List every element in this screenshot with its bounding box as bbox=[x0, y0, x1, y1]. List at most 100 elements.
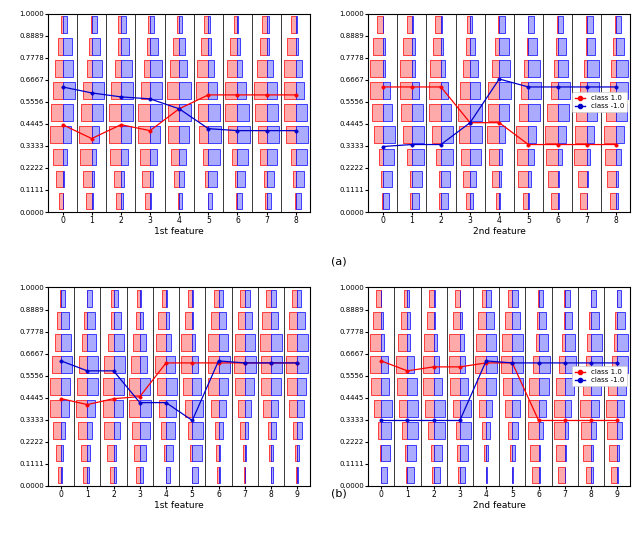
X-axis label: 2nd feature: 2nd feature bbox=[473, 501, 525, 510]
Bar bbox=[616, 193, 618, 210]
Bar bbox=[371, 60, 383, 77]
Bar bbox=[268, 422, 271, 439]
Bar bbox=[616, 16, 621, 33]
Bar bbox=[150, 193, 151, 210]
Bar bbox=[379, 148, 383, 165]
Bar bbox=[521, 82, 529, 99]
Bar bbox=[565, 422, 568, 439]
X-axis label: 2nd feature: 2nd feature bbox=[473, 227, 525, 235]
Bar bbox=[611, 467, 618, 483]
Bar bbox=[424, 334, 434, 351]
Bar bbox=[267, 193, 271, 210]
Bar bbox=[192, 401, 203, 417]
Bar bbox=[87, 422, 92, 439]
Bar bbox=[529, 38, 537, 55]
Bar bbox=[121, 126, 131, 143]
Bar bbox=[463, 171, 470, 187]
Bar bbox=[271, 444, 273, 461]
Bar bbox=[587, 38, 595, 55]
Bar bbox=[436, 148, 441, 165]
Bar bbox=[140, 467, 143, 483]
Text: (b): (b) bbox=[332, 489, 347, 499]
Bar bbox=[58, 38, 63, 55]
Bar bbox=[486, 401, 492, 417]
Bar bbox=[513, 334, 522, 351]
Bar bbox=[486, 379, 496, 395]
Bar bbox=[227, 60, 237, 77]
Bar bbox=[53, 82, 63, 99]
Bar bbox=[381, 422, 392, 439]
Bar bbox=[157, 379, 166, 395]
Bar bbox=[159, 401, 166, 417]
Bar bbox=[412, 193, 419, 210]
Bar bbox=[63, 38, 72, 55]
Bar bbox=[513, 356, 524, 373]
Bar bbox=[87, 290, 92, 307]
Bar bbox=[140, 444, 146, 461]
Bar bbox=[498, 16, 499, 33]
Bar bbox=[616, 82, 628, 99]
Bar bbox=[291, 16, 296, 33]
Bar bbox=[267, 16, 269, 33]
Bar bbox=[376, 290, 381, 307]
Bar bbox=[576, 104, 587, 121]
Bar bbox=[267, 104, 278, 121]
Bar bbox=[244, 290, 250, 307]
Bar bbox=[614, 334, 618, 351]
Bar bbox=[460, 401, 470, 417]
Bar bbox=[161, 422, 166, 439]
Bar bbox=[199, 126, 209, 143]
Bar bbox=[565, 312, 572, 329]
Bar bbox=[113, 290, 118, 307]
Bar bbox=[170, 60, 179, 77]
Bar bbox=[61, 334, 70, 351]
Bar bbox=[235, 379, 244, 395]
Bar bbox=[239, 422, 244, 439]
Bar bbox=[262, 312, 271, 329]
Bar bbox=[412, 171, 422, 187]
Bar bbox=[166, 422, 175, 439]
Bar bbox=[166, 444, 173, 461]
Bar bbox=[441, 16, 442, 33]
Bar bbox=[412, 16, 413, 33]
Bar bbox=[291, 148, 296, 165]
Bar bbox=[499, 148, 502, 165]
Bar bbox=[591, 467, 593, 483]
Bar bbox=[591, 422, 596, 439]
Bar bbox=[492, 60, 499, 77]
Bar bbox=[539, 379, 548, 395]
Bar bbox=[267, 60, 273, 77]
Bar bbox=[381, 334, 383, 351]
Bar bbox=[408, 467, 414, 483]
Bar bbox=[527, 38, 529, 55]
Bar bbox=[556, 38, 557, 55]
Bar bbox=[577, 171, 587, 187]
Bar bbox=[63, 126, 71, 143]
Bar bbox=[527, 401, 539, 417]
Bar bbox=[140, 334, 146, 351]
Bar bbox=[297, 379, 306, 395]
Bar bbox=[609, 444, 618, 461]
Bar bbox=[457, 444, 460, 461]
Bar bbox=[61, 444, 63, 461]
Bar bbox=[616, 104, 627, 121]
Bar bbox=[61, 401, 68, 417]
Bar bbox=[175, 171, 179, 187]
Bar bbox=[539, 422, 543, 439]
Bar bbox=[271, 312, 278, 329]
Bar bbox=[150, 60, 162, 77]
Bar bbox=[563, 334, 565, 351]
Bar bbox=[267, 82, 276, 99]
Bar bbox=[616, 126, 624, 143]
Bar bbox=[217, 467, 218, 483]
Bar bbox=[166, 290, 167, 307]
Bar bbox=[140, 290, 141, 307]
Bar bbox=[218, 334, 228, 351]
Bar bbox=[587, 171, 588, 187]
Bar bbox=[458, 467, 460, 483]
Bar bbox=[399, 401, 408, 417]
Bar bbox=[179, 104, 191, 121]
Bar bbox=[441, 171, 450, 187]
Bar bbox=[460, 379, 468, 395]
X-axis label: 1st feature: 1st feature bbox=[154, 501, 204, 510]
